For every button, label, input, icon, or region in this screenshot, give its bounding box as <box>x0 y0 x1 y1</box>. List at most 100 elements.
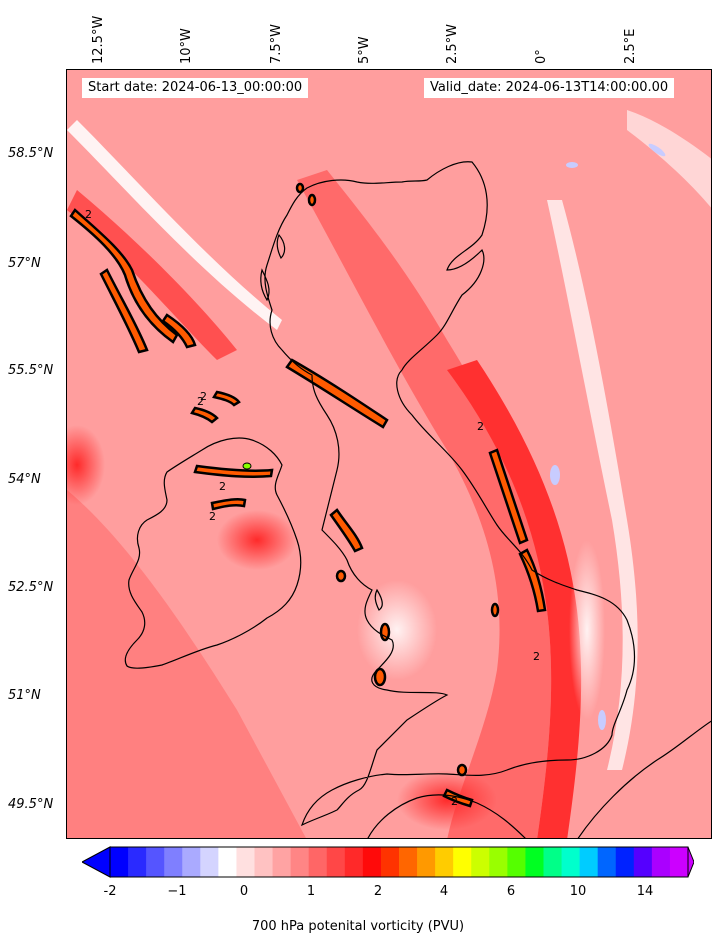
colorbar-cell <box>579 847 599 877</box>
colorbar-cell <box>507 847 526 877</box>
coastline <box>124 161 711 838</box>
valid-date-label: Valid_date: 2024-06-13T14:00:00.00 <box>424 78 675 98</box>
pv-band-northeast <box>627 110 711 208</box>
pv-band-central <box>297 170 552 838</box>
colorbar-cell <box>164 847 183 877</box>
coastline-anglesey <box>374 588 383 611</box>
colorbar-tick-10: 10 <box>569 884 587 899</box>
start-date-label: Start date: 2024-06-13_00:00:00 <box>82 78 309 98</box>
colorbar-cell <box>417 847 436 877</box>
colorbar-cells <box>82 846 694 878</box>
pv-high-spot <box>242 462 252 470</box>
colorbar-cell <box>182 847 201 877</box>
pv-arc-east <box>447 360 582 838</box>
colorbar-cell <box>489 847 508 877</box>
contour-filament-6 <box>488 448 529 545</box>
contour-label-7: 2 <box>533 650 540 663</box>
contour-filament-1 <box>69 208 179 344</box>
colorbar-tick-2: 2 <box>373 884 383 899</box>
contour-blob-5 <box>335 569 347 583</box>
pv-band-northwest <box>67 190 237 360</box>
pv-blob-west <box>67 425 105 505</box>
pv-neg-patch-1 <box>566 162 578 168</box>
coastline-island-2 <box>276 233 286 260</box>
colorbar-label: 700 hPa potenital vorticity (PVU) <box>251 919 465 934</box>
contour-labels: 2 2 2 2 2 2 2 2 <box>85 208 540 808</box>
contour-blob-4 <box>490 602 500 618</box>
pv-blob-wales <box>217 510 297 570</box>
pv-neg-patch-2 <box>648 143 666 157</box>
colorbar-cell <box>236 847 255 877</box>
colorbar-cell <box>218 847 237 877</box>
lon-label-7-5w: 7.5°W <box>269 23 284 64</box>
coastline-continent <box>577 720 711 838</box>
colorbar-cell <box>146 847 165 877</box>
colorbar-tick-neg2: -2 <box>103 884 117 899</box>
lon-label-10w: 10°W <box>179 28 194 64</box>
contour-label-6: 2 <box>477 420 484 433</box>
lon-label-2-5e: 2.5°E <box>623 28 638 64</box>
colorbar-cell <box>200 847 219 877</box>
contour-filament-8 <box>190 406 219 424</box>
colorbar-cell <box>362 847 382 877</box>
coastline-britain <box>264 161 636 827</box>
colorbar-cell <box>344 847 364 877</box>
colorbar-tick-neg1: −1 <box>167 884 187 899</box>
lat-label-58-5n: 58.5°N <box>8 146 54 161</box>
colorbar-tick-4: 4 <box>439 884 449 899</box>
pv-pale-eastcoast <box>569 540 605 720</box>
colorbar-tick-6: 6 <box>506 884 516 899</box>
colorbar-cell <box>471 847 490 877</box>
colorbar-cell <box>128 847 147 877</box>
contour-filament-ireland <box>193 464 274 479</box>
pv-map: 2 2 2 2 2 2 2 2 <box>66 69 712 839</box>
pv-region-southwest <box>67 490 306 838</box>
colorbar-cell <box>380 847 400 877</box>
colorbar-cell <box>615 847 635 877</box>
pv-streak-east <box>547 200 638 770</box>
colorbar-cell <box>651 847 671 877</box>
contour-label-3: 2 <box>200 390 207 403</box>
colorbar-frame <box>109 846 689 878</box>
contour-label-5: 2 <box>209 510 216 523</box>
pv-streak-northwest <box>67 120 282 330</box>
pv-neg-patch-3 <box>550 465 560 485</box>
contour-blob-2 <box>373 667 387 687</box>
lat-label-51n: 51°N <box>8 688 41 703</box>
colorbar-cell <box>543 847 563 877</box>
lat-label-54n: 54°N <box>8 472 41 487</box>
contour-filament-9 <box>212 390 241 407</box>
coastline-ireland <box>124 437 302 669</box>
colorbar-cell <box>561 847 581 877</box>
lat-label-55-5n: 55.5°N <box>8 363 54 378</box>
lon-label-12-5w: 12.5°W <box>91 15 106 64</box>
lat-label-52-5n: 52.5°N <box>8 580 54 595</box>
colorbar-tick-0: 0 <box>239 884 249 899</box>
coastline-france <box>367 794 526 838</box>
lat-label-49-5n: 49.5°N <box>8 797 54 812</box>
contour-filament-3 <box>161 313 197 349</box>
coastline-island-1 <box>260 268 270 302</box>
colorbar-tick-1: 1 <box>306 884 316 899</box>
contour-filament-channel <box>442 788 474 808</box>
colorbar-cell <box>435 847 454 877</box>
contour-label-2: 2 <box>197 395 204 408</box>
colorbar-tick-14: 14 <box>636 884 654 899</box>
pv-neg-patch-4 <box>598 710 606 730</box>
contour-label-4: 2 <box>219 480 226 493</box>
lon-label-2-5w: 2.5°W <box>445 23 460 64</box>
contour-filament-2 <box>99 268 149 354</box>
contour-label-1: 2 <box>85 208 92 221</box>
colorbar-cell <box>399 847 418 877</box>
colorbar-cell <box>525 847 544 877</box>
colorbar-cell <box>110 847 129 877</box>
colorbar-cell <box>669 847 689 877</box>
lon-label-5w: 5°W <box>357 36 372 64</box>
contour-blob-6 <box>295 182 305 194</box>
colorbar-cell <box>597 847 617 877</box>
colorbar-cell <box>453 847 472 877</box>
contour-filament-7 <box>518 548 547 613</box>
colorbar-cell <box>272 847 292 877</box>
contour-blob-7 <box>307 193 317 207</box>
contour-blob-3 <box>456 763 468 777</box>
